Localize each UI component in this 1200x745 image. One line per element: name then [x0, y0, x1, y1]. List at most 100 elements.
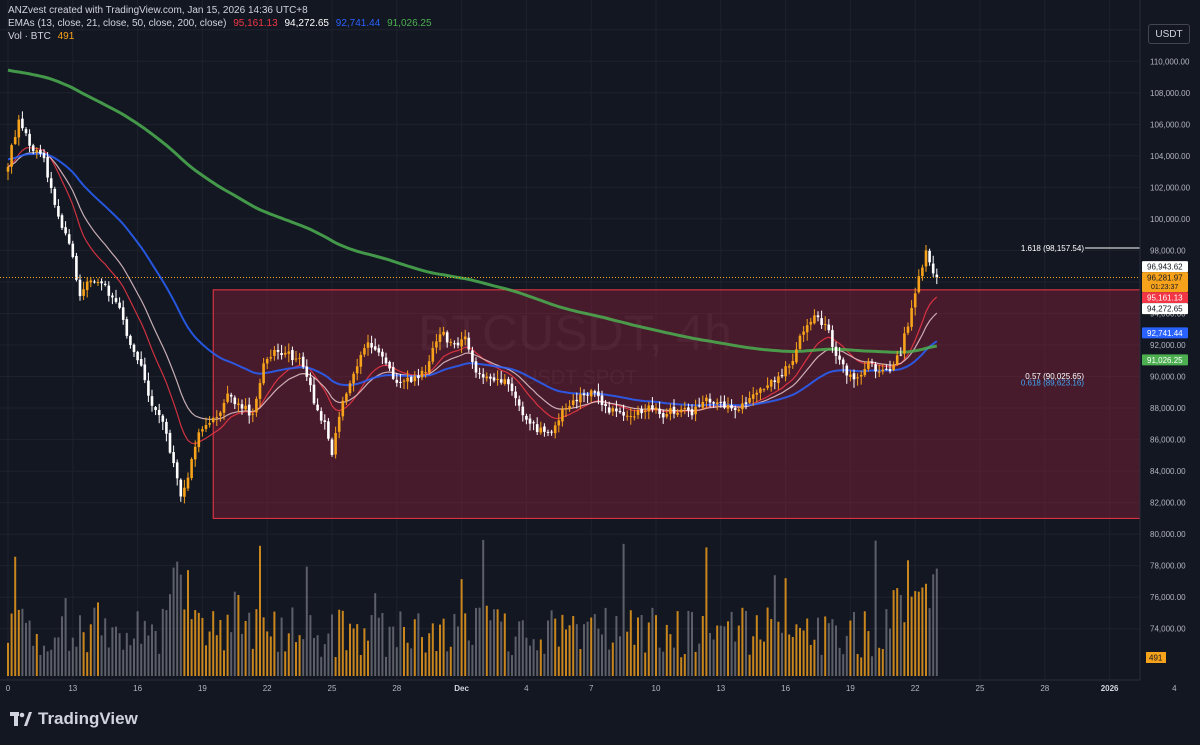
candle-body — [305, 366, 309, 377]
volume-bar — [615, 616, 618, 676]
volume-bar — [554, 618, 557, 676]
candle-body — [179, 479, 183, 497]
volume-bar — [194, 610, 197, 676]
volume-bar — [359, 655, 362, 676]
volume-bar — [410, 648, 413, 676]
candle-body — [823, 324, 827, 326]
candle-body — [215, 417, 219, 419]
candle-body — [723, 401, 726, 408]
candle-body — [226, 393, 229, 402]
candle-body — [625, 415, 629, 417]
volume-bar — [395, 647, 398, 676]
price-badge — [1142, 354, 1188, 366]
fib-label: 0.57 (90,025.65) — [1025, 372, 1084, 381]
candle-body — [683, 407, 687, 409]
candle-body — [283, 352, 287, 355]
candle-body — [334, 433, 337, 455]
volume-bar — [89, 624, 92, 676]
price-badge — [1142, 303, 1188, 315]
candle-body — [903, 333, 906, 354]
time-axis[interactable]: 0131619222528Dec471013161922252820264710… — [0, 679, 1200, 693]
volume-bar — [259, 545, 261, 676]
candle-body — [409, 376, 413, 382]
volume-bar — [421, 637, 423, 676]
volume-bar — [399, 611, 402, 676]
volume-bar — [752, 636, 755, 676]
candle-body — [471, 350, 474, 362]
candle-body — [265, 358, 269, 364]
candle-body — [53, 188, 57, 205]
volume-bar — [579, 649, 582, 676]
candle-body — [787, 366, 791, 368]
ema21-value: 94,272.65 — [284, 18, 330, 29]
candle-body — [712, 402, 715, 404]
candle-body — [157, 409, 161, 416]
volume-bar — [536, 650, 539, 676]
candle-body — [183, 487, 186, 497]
candle-body — [276, 349, 280, 352]
candle-body — [561, 408, 564, 422]
candle-body — [121, 307, 125, 320]
price-tick-label: 84,000.00 — [1150, 467, 1186, 476]
volume-bar — [813, 639, 816, 676]
volume-bar — [277, 651, 279, 676]
candle-body — [219, 412, 222, 416]
time-tick-label: 4 — [524, 684, 529, 693]
volume-bar — [590, 617, 593, 676]
volume-bar — [403, 626, 405, 676]
candle-body — [679, 409, 683, 413]
candle-body — [715, 402, 719, 405]
candle-body — [694, 406, 697, 415]
candle-body — [550, 431, 553, 433]
vol-legend-row[interactable]: Vol · BTC 491 — [8, 30, 436, 43]
tradingview-logo[interactable]: TradingView — [10, 709, 138, 729]
ema-legend-row[interactable]: EMAs (13, close, 21, close, 50, close, 2… — [8, 17, 436, 30]
candle-body — [168, 432, 172, 453]
candle-body — [604, 403, 607, 406]
volume-bar — [496, 609, 499, 676]
candle-body — [633, 416, 636, 418]
candle-body — [759, 388, 762, 393]
volume-bar — [935, 568, 938, 676]
candle-body — [139, 358, 143, 366]
candle-body — [114, 298, 118, 302]
volume-bar — [482, 539, 485, 676]
volume-bar — [881, 648, 884, 676]
volume-bar — [212, 611, 215, 676]
tradingview-logo-icon — [10, 712, 32, 726]
volume-bar — [241, 633, 243, 676]
volume-bar — [784, 578, 787, 676]
candle-body — [100, 281, 103, 284]
candle-body — [780, 375, 784, 377]
price-badge — [1142, 272, 1188, 293]
credit-line: ANZvest created with TradingView.com, Ja… — [8, 4, 436, 17]
volume-bar — [424, 652, 427, 676]
volume-bar — [572, 616, 575, 676]
candle-body — [611, 408, 615, 412]
brand-name: TradingView — [38, 709, 138, 728]
volume-bar — [550, 610, 553, 676]
volume-bar — [766, 607, 769, 676]
candle-body — [748, 397, 751, 403]
volume-bar — [136, 611, 139, 676]
price-axis[interactable]: 74,000.00 76,000.00 78,000.00 80,000.00 82,0… — [1139, 0, 1200, 700]
volume-bar — [154, 630, 157, 676]
volume-bar — [921, 587, 924, 676]
volume-bar — [629, 610, 632, 676]
volume-bar — [557, 646, 560, 676]
price-badge-label: 96,943.62 — [1147, 263, 1183, 272]
volume-bar — [21, 608, 24, 676]
volume-bar — [662, 651, 665, 676]
volume-bar — [500, 621, 503, 676]
time-tick-label: 16 — [133, 684, 142, 693]
currency-button[interactable]: USDT — [1148, 24, 1190, 44]
candle-body — [791, 360, 795, 365]
volume-bar — [111, 627, 114, 676]
candle-body — [798, 335, 802, 349]
price-badge-countdown: 01:23:37 — [1151, 284, 1178, 291]
candle-body — [384, 357, 388, 364]
candle-body — [103, 283, 107, 285]
price-badge-label: 91,026.25 — [1147, 356, 1183, 365]
